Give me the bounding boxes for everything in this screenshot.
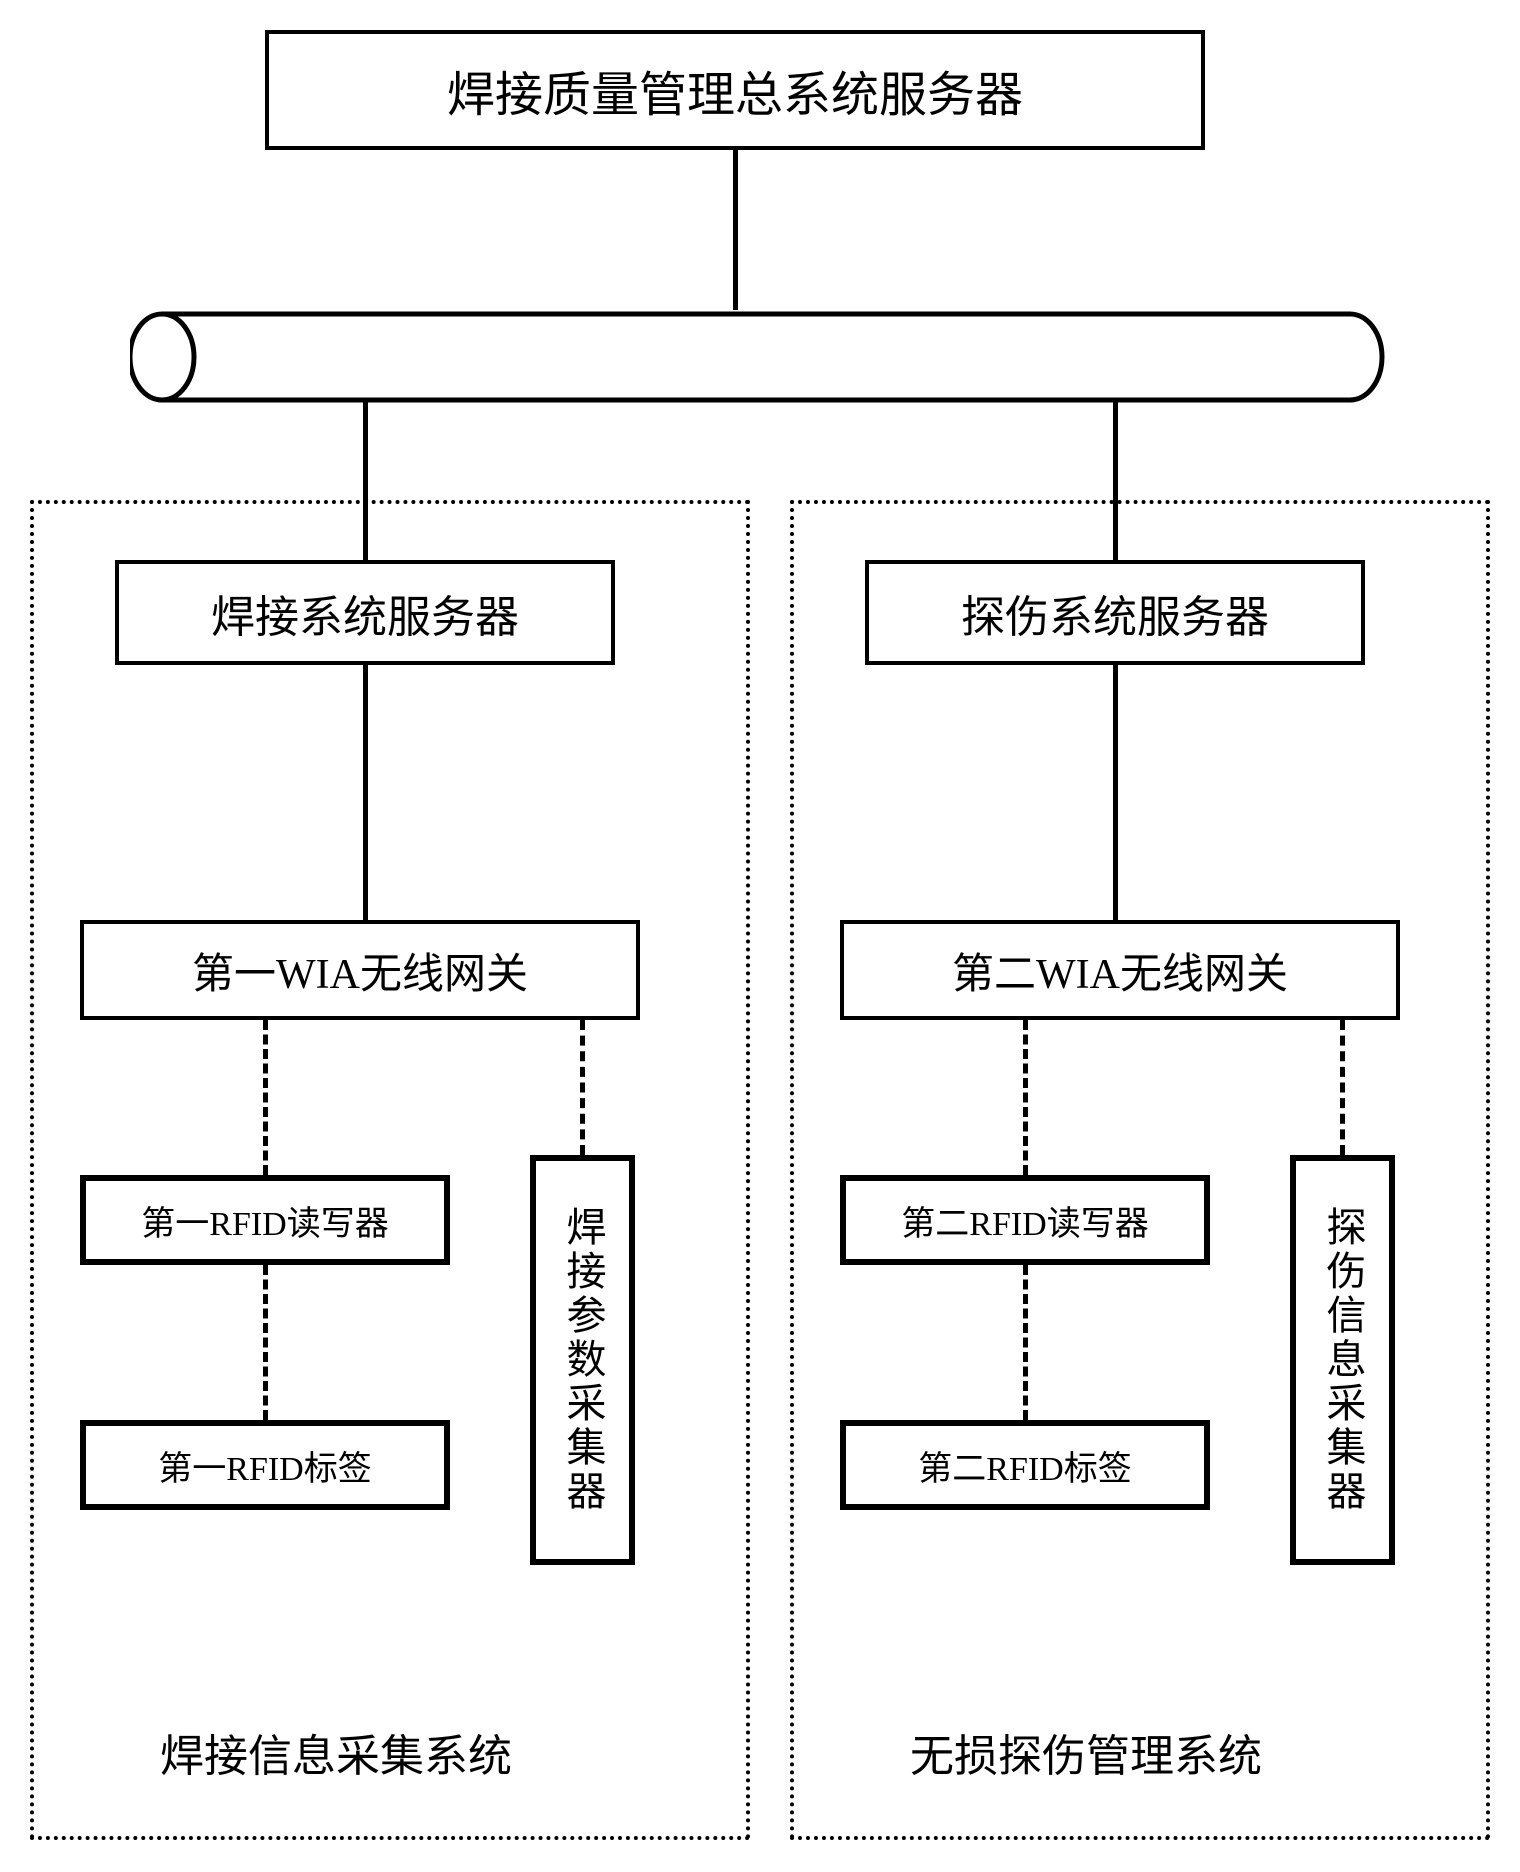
left-gateway-box: 第一WIA无线网关 xyxy=(80,920,640,1020)
top-server-box: 焊接质量管理总系统服务器 xyxy=(265,30,1205,150)
right-rfid-reader-box: 第二RFID读写器 xyxy=(840,1175,1210,1265)
left-subsystem-label: 焊接信息采集系统 xyxy=(160,1720,512,1784)
left-subsystem-container xyxy=(30,500,750,1840)
dash-right-reader-to-tag xyxy=(1023,1265,1028,1420)
left-rfid-tag-box: 第一RFID标签 xyxy=(80,1420,450,1510)
right-rfid-tag-box: 第二RFID标签 xyxy=(840,1420,1210,1510)
left-server-box: 焊接系统服务器 xyxy=(115,560,615,665)
dash-left-reader-to-tag xyxy=(263,1265,268,1420)
right-subsystem-label: 无损探伤管理系统 xyxy=(910,1720,1262,1784)
dash-right-gateway-to-reader xyxy=(1023,1020,1028,1175)
left-rfid-reader-box: 第一RFID读写器 xyxy=(80,1175,450,1265)
dash-left-gateway-to-collector xyxy=(580,1020,585,1155)
line-right-server-to-gateway xyxy=(1113,665,1118,920)
bus-cylinder xyxy=(130,310,1390,405)
line-left-server-to-gateway xyxy=(363,665,368,920)
right-collector-box: 探伤信息采集器 xyxy=(1290,1155,1395,1565)
right-gateway-box: 第二WIA无线网关 xyxy=(840,920,1400,1020)
dash-left-gateway-to-reader xyxy=(263,1020,268,1175)
line-top-to-bus xyxy=(733,150,738,310)
dash-right-gateway-to-collector xyxy=(1340,1020,1345,1155)
left-collector-box: 焊接参数采集器 xyxy=(530,1155,635,1565)
right-server-box: 探伤系统服务器 xyxy=(865,560,1365,665)
